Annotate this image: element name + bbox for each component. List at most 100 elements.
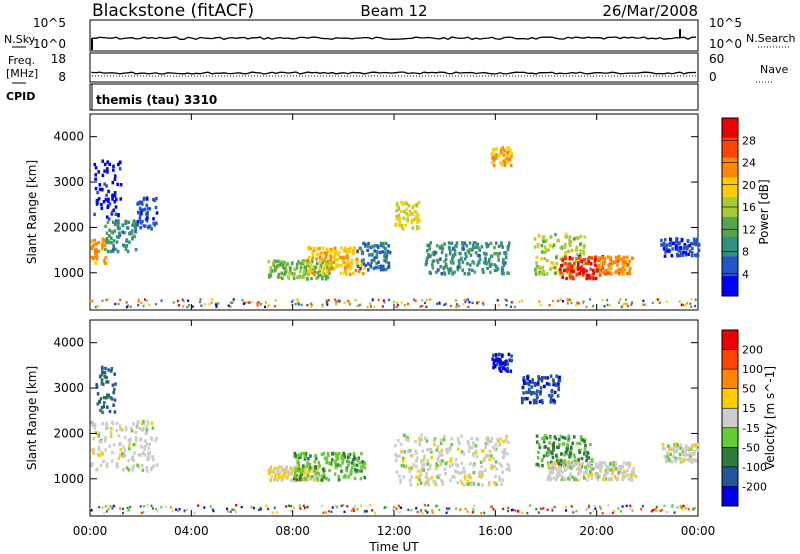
- velocity-cell: [334, 461, 337, 465]
- power-cell: [334, 251, 338, 255]
- power-cell: [386, 249, 390, 254]
- velocity-cell: [142, 422, 146, 426]
- power-cell: [395, 216, 398, 221]
- velocity-cell: [99, 408, 102, 413]
- power-cell: [686, 302, 688, 305]
- power-cell: [111, 193, 115, 197]
- power-cell: [396, 303, 399, 307]
- velocity-cell: [344, 475, 347, 479]
- velocity-cell: [584, 470, 587, 475]
- velocity-cell: [341, 459, 345, 464]
- power-cell: [574, 259, 577, 264]
- power-cell: [606, 271, 610, 275]
- velocity-cell: [146, 469, 149, 473]
- velocity-cell: [342, 451, 345, 456]
- velocity-cell: [484, 442, 488, 446]
- power-cell: [468, 241, 472, 245]
- power-cell: [93, 251, 97, 255]
- velocity-cell: [459, 508, 461, 512]
- velocity-cell: [118, 424, 122, 428]
- velocity-cell: [276, 478, 279, 483]
- power-cell: [622, 258, 625, 262]
- velocity-cell: [410, 466, 413, 470]
- velocity-cell: [330, 510, 333, 513]
- velocity-cell: [599, 505, 601, 509]
- velocity-cell: [549, 436, 552, 440]
- power-cell: [107, 239, 110, 243]
- velocity-cell: [462, 466, 465, 470]
- power-cell: [357, 269, 361, 273]
- beam-title: Beam 12: [360, 2, 427, 20]
- velocity-cell: [286, 473, 290, 477]
- velocity-cell: [463, 469, 466, 474]
- noise-tick-left-low: 10^0: [33, 37, 66, 51]
- velocity-cell: [558, 378, 562, 383]
- power-cell: [140, 200, 144, 205]
- power-cell: [674, 240, 678, 244]
- velocity-cell: [410, 508, 413, 512]
- velocity-cell: [549, 471, 552, 475]
- velocity-cell: [422, 464, 425, 468]
- power-cell: [465, 244, 468, 248]
- power-cell: [451, 272, 454, 276]
- velocity-cell: [581, 461, 584, 466]
- power-cell: [688, 243, 692, 248]
- velocity-cell: [440, 448, 444, 452]
- velocity-cell: [124, 426, 128, 430]
- velocity-cell: [302, 504, 305, 507]
- power-cell: [492, 154, 495, 158]
- velocity-cell: [342, 475, 346, 479]
- power-cell: [246, 301, 249, 304]
- power-cell: [561, 275, 564, 279]
- power-cell: [463, 257, 467, 261]
- power-cell: [499, 161, 502, 165]
- velocity-cell: [504, 368, 508, 372]
- power-cell: [299, 266, 303, 270]
- velocity-cell: [551, 506, 554, 510]
- velocity-cell: [407, 449, 410, 454]
- power-cell: [294, 302, 297, 306]
- power-cell: [316, 275, 320, 279]
- power-cell: [92, 256, 95, 261]
- power-cell: [374, 266, 377, 270]
- velocity-cell: [98, 374, 102, 379]
- power-cell: [103, 261, 107, 265]
- velocity-cell: [415, 464, 418, 469]
- velocity-cell: [512, 508, 514, 511]
- power-cell: [549, 235, 553, 239]
- velocity-cell: [142, 505, 145, 508]
- power-cell: [554, 232, 557, 237]
- velocity-cell: [485, 453, 489, 458]
- power-cell: [333, 246, 337, 250]
- velocity-colorbar-swatch: [722, 486, 738, 507]
- velocity-cell: [132, 422, 135, 426]
- power-cell: [468, 247, 472, 252]
- power-cell: [563, 268, 566, 273]
- power-cell: [382, 299, 385, 302]
- power-cell: [129, 305, 132, 308]
- velocity-cell: [681, 450, 685, 455]
- velocity-cell: [147, 456, 151, 461]
- velocity-cell: [347, 453, 350, 457]
- power-cell: [481, 267, 484, 272]
- velocity-cell: [501, 353, 504, 357]
- power-cell: [607, 263, 610, 268]
- power-cell: [242, 302, 245, 306]
- velocity-cell: [548, 382, 551, 387]
- power-cell: [497, 258, 500, 262]
- power-cell: [573, 266, 576, 271]
- velocity-cell: [454, 470, 458, 474]
- power-cell: [506, 159, 510, 163]
- freq-trace: [91, 71, 696, 75]
- power-cell: [104, 256, 107, 260]
- power-cell: [503, 163, 507, 168]
- velocity-cell: [178, 508, 181, 511]
- velocity-cell: [522, 378, 525, 382]
- velocity-cell: [552, 445, 555, 449]
- velocity-cell: [456, 447, 460, 451]
- velocity-cell: [460, 450, 464, 454]
- power-cell: [338, 255, 342, 260]
- velocity-cell: [403, 450, 406, 454]
- velocity-cell: [674, 458, 678, 463]
- velocity-cell: [415, 451, 418, 455]
